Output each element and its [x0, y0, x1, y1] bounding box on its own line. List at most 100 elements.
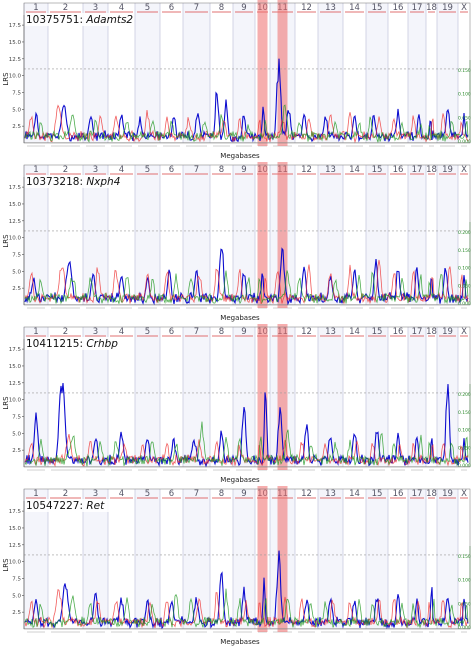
y-tick-label: 10.0 — [9, 74, 22, 80]
chromosome-label: 5 — [145, 489, 150, 499]
right-tick-label: 0.150 — [458, 554, 471, 560]
y-axis-label: LRS — [2, 396, 10, 410]
chromosome-label: 15 — [372, 489, 383, 499]
chromosome-band — [160, 165, 183, 305]
chromosome-band — [437, 3, 458, 143]
chromosome-band — [48, 3, 83, 143]
y-tick-label: 17.5 — [9, 347, 22, 353]
chromosome-band — [183, 165, 210, 305]
chromosome-label: 15 — [372, 327, 383, 337]
y-tick-label: 7.5 — [12, 252, 21, 258]
chromosome-band — [233, 327, 255, 467]
y-tick-label: 2.5 — [12, 124, 21, 130]
x-axis-label: Megabases — [220, 638, 260, 646]
chromosome-band — [183, 3, 210, 143]
chromosome-band — [135, 489, 160, 629]
panel-1: 12345678910111213141516171819X2.55.07.51… — [2, 0, 471, 160]
chromosome-label: X — [461, 3, 467, 13]
chromosome-label: 1 — [33, 165, 38, 175]
chromosome-band — [366, 327, 388, 467]
chromosome-band — [408, 489, 426, 629]
y-tick-label: 17.5 — [9, 185, 22, 191]
chromosome-label: 9 — [241, 3, 246, 13]
chromosome-band — [318, 327, 343, 467]
chromosome-label: 13 — [325, 489, 336, 499]
right-tick-label: 0.200 — [458, 230, 471, 236]
y-tick-label: 15.0 — [9, 40, 22, 46]
chromosome-label: 8 — [219, 165, 224, 175]
chromosome-label: 16 — [393, 165, 404, 175]
y-axis-label: LRS — [2, 558, 10, 572]
right-tick-label: 0.200 — [458, 392, 471, 398]
y-axis-label: LRS — [2, 234, 10, 248]
chromosome-label: 17 — [412, 165, 423, 175]
chromosome-label: 14 — [349, 489, 360, 499]
series-line-green — [24, 588, 469, 629]
chromosome-label: 4 — [119, 327, 124, 337]
chromosome-label: X — [461, 327, 467, 337]
chromosome-band — [83, 165, 108, 305]
chromosome-label: 6 — [169, 489, 174, 499]
plot-frame — [23, 488, 471, 630]
chromosome-band — [135, 165, 160, 305]
chromosome-band — [48, 327, 83, 467]
chromosome-label: 3 — [93, 489, 98, 499]
title-background — [25, 175, 113, 188]
right-tick-label: 0.000 — [458, 139, 471, 145]
chromosome-band — [366, 165, 388, 305]
title-background — [25, 337, 113, 350]
panel-title: 10375751: Adamts2 — [26, 14, 133, 26]
right-tick-label: 0.000 — [458, 301, 471, 307]
chromosome-band — [160, 3, 183, 143]
chromosome-band — [458, 165, 470, 305]
chromosome-band — [233, 165, 255, 305]
chromosome-band — [108, 327, 135, 467]
chromosome-label: 16 — [393, 327, 404, 337]
chromosome-label: 8 — [219, 489, 224, 499]
chromosome-band — [343, 165, 366, 305]
right-tick-label: 0.050 — [458, 283, 471, 289]
chromosome-label: 2 — [63, 3, 68, 13]
chromosome-label: 19 — [442, 3, 453, 13]
y-tick-label: 15.0 — [9, 526, 22, 532]
chromosome-label: 1 — [33, 327, 38, 337]
y-tick-label: 5.0 — [12, 107, 21, 113]
series-line-red — [24, 104, 469, 144]
highlight-chromosome-11 — [277, 0, 288, 146]
panel-title: 10373218: Nxph4 — [26, 176, 120, 188]
chromosome-band — [318, 165, 343, 305]
y-tick-label: 17.5 — [9, 23, 22, 29]
chromosome-band — [295, 489, 318, 629]
chromosome-band — [24, 165, 48, 305]
chromosome-label: 4 — [119, 3, 124, 13]
series-line-red — [24, 259, 469, 305]
y-tick-label: 12.5 — [9, 381, 22, 387]
chromosome-label: 17 — [412, 3, 423, 13]
chromosome-band — [426, 327, 437, 467]
chromosome-label: 6 — [169, 3, 174, 13]
chromosome-band — [210, 489, 233, 629]
series-line-green — [24, 104, 469, 143]
chromosome-band — [408, 3, 426, 143]
chromosome-label: 8 — [219, 327, 224, 337]
chromosome-label: 18 — [426, 3, 437, 13]
chromosome-label: 5 — [145, 165, 150, 175]
chromosome-band — [388, 165, 408, 305]
chromosome-band — [24, 327, 48, 467]
y-tick-label: 2.5 — [12, 286, 21, 292]
x-axis-label: Megabases — [220, 476, 260, 484]
y-tick-label: 10.0 — [9, 560, 22, 566]
chromosome-label: 7 — [194, 3, 199, 13]
right-tick-label: 0.100 — [458, 428, 471, 434]
chromosome-label: 18 — [426, 327, 437, 337]
chromosome-band — [160, 327, 183, 467]
chromosome-band — [108, 165, 135, 305]
chromosome-band — [24, 3, 48, 143]
panel-title: 10547227: Ret — [26, 500, 105, 512]
chromosome-band — [388, 489, 408, 629]
y-tick-label: 17.5 — [9, 509, 22, 515]
chromosome-label: 2 — [63, 165, 68, 175]
plot-frame — [23, 164, 471, 306]
right-tick-label: 0.100 — [458, 578, 471, 584]
